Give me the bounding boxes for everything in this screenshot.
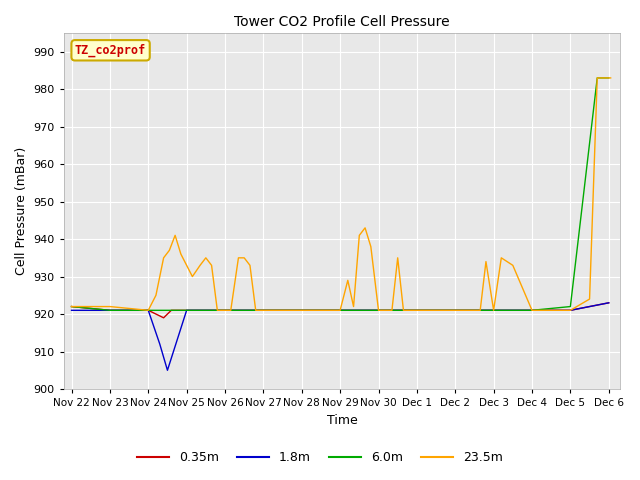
- Title: Tower CO2 Profile Cell Pressure: Tower CO2 Profile Cell Pressure: [234, 15, 450, 29]
- Y-axis label: Cell Pressure (mBar): Cell Pressure (mBar): [15, 147, 28, 275]
- X-axis label: Time: Time: [326, 414, 357, 427]
- Legend: 0.35m, 1.8m, 6.0m, 23.5m: 0.35m, 1.8m, 6.0m, 23.5m: [132, 446, 508, 469]
- Text: TZ_co2prof: TZ_co2prof: [75, 44, 146, 57]
